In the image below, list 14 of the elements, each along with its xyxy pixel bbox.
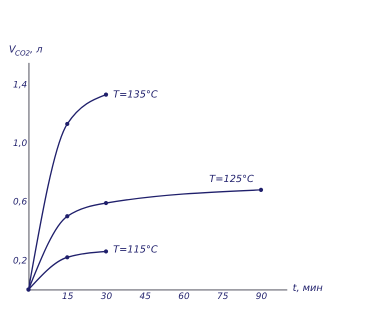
series-label: T=135°C [113, 89, 158, 100]
x-tick-label: 30 [100, 292, 112, 302]
x-tick-label: 60 [178, 292, 190, 302]
x-tick-label: 15 [62, 292, 74, 302]
x-tick-label: 45 [140, 292, 152, 302]
y-tick-label: 0,2 [13, 256, 28, 266]
y-tick-label: 0,6 [13, 198, 28, 208]
x-tick-label: 90 [256, 292, 268, 302]
x-axis-title: t, мин [292, 282, 324, 294]
series-label: T=115°C [113, 244, 158, 256]
y-tick-label: 1,4 [13, 80, 28, 90]
series-label: T=125°C [209, 174, 254, 185]
y-tick-label: 1,0 [13, 139, 28, 150]
x-tick-label: 75 [217, 292, 229, 302]
